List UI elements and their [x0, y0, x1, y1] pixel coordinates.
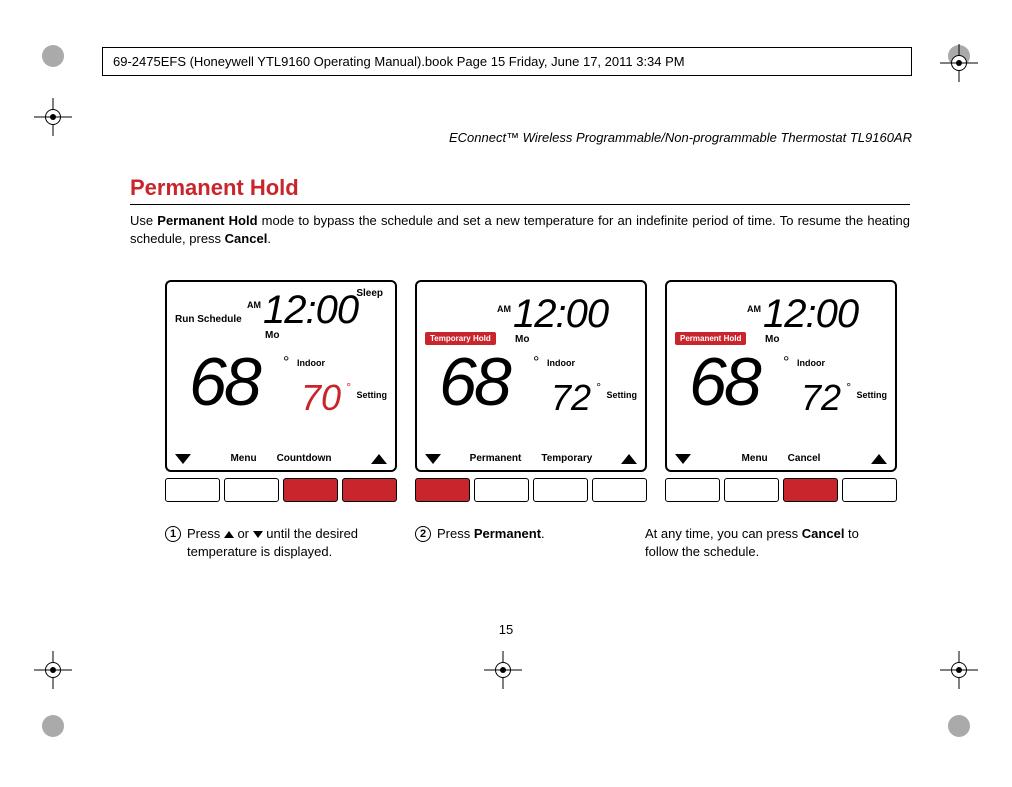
clock: 12:00 — [513, 292, 608, 337]
softkey-left: Permanent — [470, 453, 522, 464]
intro-post: . — [267, 231, 271, 246]
lcd-3: AM 12:00 Mo Permanent Hold 68 ° Indoor 7… — [665, 280, 897, 472]
indoor-label: Indoor — [547, 358, 575, 368]
lcd-2: AM 12:00 Mo Temporary Hold 68 ° Indoor 7… — [415, 280, 647, 472]
thermostat-screens: Sleep AM 12:00 Run Schedule Mo 68 ° Indo… — [165, 280, 897, 502]
intro-pre: Use — [130, 213, 157, 228]
product-line: EConnect™ Wireless Programmable/Non-prog… — [449, 130, 912, 145]
hw-button-1[interactable] — [665, 478, 720, 502]
captions: 1 Press or until the desired temperature… — [165, 525, 895, 560]
softkey-row: Menu Cancel — [667, 453, 895, 464]
softkey-right: Countdown — [277, 453, 332, 464]
current-temp: 68 — [189, 348, 259, 416]
set-temp: 70 — [301, 380, 341, 416]
hw-button-4[interactable] — [342, 478, 397, 502]
document-header: 69-2475EFS (Honeywell YTL9160 Operating … — [102, 47, 912, 76]
softkey-left: Menu — [742, 453, 768, 464]
crop-target-bottom-right — [946, 657, 972, 683]
day-label: Mo — [765, 334, 779, 345]
step-number: 1 — [165, 526, 181, 542]
hw-button-3[interactable] — [533, 478, 588, 502]
set-temp: 72 — [551, 380, 591, 416]
caption-2: 2 Press Permanent. — [415, 525, 645, 560]
setting-label: Setting — [607, 390, 638, 400]
crop-target-top-right — [946, 50, 972, 76]
setting-label: Setting — [357, 390, 388, 400]
set-degree-icon: ° — [596, 380, 601, 394]
run-schedule-label: Run Schedule — [175, 314, 242, 325]
hw-button-2[interactable] — [724, 478, 779, 502]
set-degree-icon: ° — [846, 380, 851, 394]
softkey-left: Menu — [230, 453, 256, 464]
thermostat-3: AM 12:00 Mo Permanent Hold 68 ° Indoor 7… — [665, 280, 897, 502]
clock: 12:00 — [263, 288, 358, 333]
sleep-label: Sleep — [356, 288, 383, 299]
up-arrow-icon — [224, 531, 234, 538]
section-title: Permanent Hold — [130, 175, 299, 201]
degree-icon: ° — [783, 354, 789, 372]
button-row-1 — [165, 478, 397, 502]
current-temp: 68 — [689, 348, 759, 416]
hw-button-3[interactable] — [283, 478, 338, 502]
up-arrow-icon — [371, 454, 387, 464]
caption-text: Press Permanent. — [437, 525, 545, 560]
lcd-1: Sleep AM 12:00 Run Schedule Mo 68 ° Indo… — [165, 280, 397, 472]
page-number: 15 — [499, 622, 513, 637]
indoor-label: Indoor — [797, 358, 825, 368]
clock: 12:00 — [763, 292, 858, 337]
softkey-right: Temporary — [541, 453, 592, 464]
day-label: Mo — [515, 334, 529, 345]
down-arrow-icon — [253, 531, 263, 538]
button-row-2 — [415, 478, 647, 502]
degree-icon: ° — [283, 354, 289, 372]
caption-3: At any time, you can press Cancel to fol… — [645, 525, 895, 560]
intro-b1: Permanent Hold — [157, 213, 257, 228]
hw-button-2[interactable] — [474, 478, 529, 502]
step-number: 2 — [415, 526, 431, 542]
intro-paragraph: Use Permanent Hold mode to bypass the sc… — [130, 212, 910, 247]
setting-label: Setting — [857, 390, 888, 400]
crop-target-bottom-mid — [490, 657, 516, 683]
hw-button-1[interactable] — [165, 478, 220, 502]
degree-icon: ° — [533, 354, 539, 372]
button-row-3 — [665, 478, 897, 502]
doc-line: 69-2475EFS (Honeywell YTL9160 Operating … — [113, 54, 685, 69]
up-arrow-icon — [871, 454, 887, 464]
crop-circle-bottom-right — [948, 715, 970, 737]
am-label: AM — [247, 300, 261, 310]
up-arrow-icon — [621, 454, 637, 464]
am-label: AM — [747, 304, 761, 314]
crop-circle-top-left — [42, 45, 64, 67]
hw-button-3[interactable] — [783, 478, 838, 502]
crop-target-top-left — [40, 104, 66, 130]
hw-button-1[interactable] — [415, 478, 470, 502]
set-temp: 72 — [801, 380, 841, 416]
thermostat-2: AM 12:00 Mo Temporary Hold 68 ° Indoor 7… — [415, 280, 647, 502]
hw-button-4[interactable] — [842, 478, 897, 502]
thermostat-1: Sleep AM 12:00 Run Schedule Mo 68 ° Indo… — [165, 280, 397, 502]
page: 69-2475EFS (Honeywell YTL9160 Operating … — [0, 0, 1012, 787]
am-label: AM — [497, 304, 511, 314]
caption-1: 1 Press or until the desired temperature… — [165, 525, 415, 560]
softkey-row: Menu Countdown — [167, 453, 395, 464]
current-temp: 68 — [439, 348, 509, 416]
set-degree-icon: ° — [346, 380, 351, 394]
down-arrow-icon — [675, 454, 691, 464]
softkey-right: Cancel — [788, 453, 821, 464]
down-arrow-icon — [425, 454, 441, 464]
indoor-label: Indoor — [297, 358, 325, 368]
softkey-row: Permanent Temporary — [417, 453, 645, 464]
day-label: Mo — [265, 330, 279, 341]
crop-target-bottom-left — [40, 657, 66, 683]
caption-text: Press or until the desired temperature i… — [187, 525, 415, 560]
intro-b2: Cancel — [225, 231, 268, 246]
down-arrow-icon — [175, 454, 191, 464]
hw-button-4[interactable] — [592, 478, 647, 502]
title-underline — [130, 204, 910, 205]
crop-circle-bottom-left — [42, 715, 64, 737]
hw-button-2[interactable] — [224, 478, 279, 502]
